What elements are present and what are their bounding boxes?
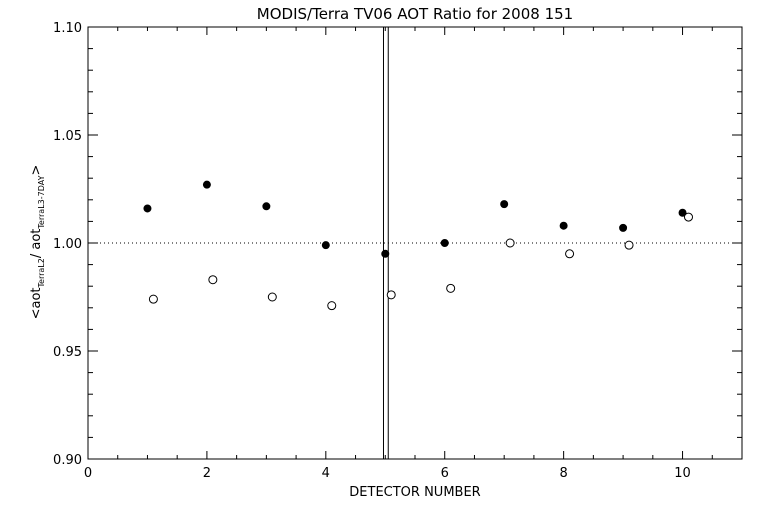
y-label-mid: / aot — [29, 229, 44, 259]
filled-data-point — [321, 241, 330, 250]
x-tick-label: 10 — [674, 466, 691, 481]
filled-data-point — [678, 208, 687, 217]
open-data-point — [327, 301, 337, 311]
filled-data-point — [559, 221, 568, 230]
filled-data-point — [143, 204, 152, 213]
x-tick-label: 4 — [322, 466, 330, 481]
x-tick-label: 8 — [559, 466, 567, 481]
y-label-sub1: TerraL2 — [37, 258, 46, 288]
open-data-point — [624, 240, 634, 250]
filled-data-point — [262, 202, 271, 211]
open-data-point — [267, 292, 277, 302]
y-tick-label: 1.00 — [53, 237, 82, 252]
open-data-point — [565, 249, 575, 259]
open-data-point — [505, 238, 515, 248]
y-label-open: <aot — [29, 287, 44, 319]
open-data-point — [446, 283, 456, 293]
filled-data-point — [619, 223, 628, 232]
filled-data-point — [202, 180, 211, 189]
y-label-close: > — [29, 165, 44, 176]
filled-data-point — [500, 200, 509, 209]
x-tick-label: 2 — [203, 466, 211, 481]
y-label-sub2: TerraL3-7DAY — [37, 175, 46, 229]
open-data-point — [683, 212, 693, 222]
filled-data-point — [440, 239, 449, 247]
chart-title: MODIS/Terra TV06 AOT Ratio for 2008 151 — [257, 5, 573, 23]
y-tick-label: 1.10 — [53, 21, 82, 36]
plot-frame — [87, 26, 743, 460]
y-tick-label: 1.05 — [53, 129, 82, 144]
x-axis-label: DETECTOR NUMBER — [349, 485, 480, 500]
plot-layer: 0 2 4 6 8 10 0.90 0.95 1.00 1.05 1.10 — [53, 21, 743, 481]
y-tick-label: 0.95 — [53, 345, 82, 360]
filled-data-point — [381, 249, 390, 258]
y-axis-label: <aotTerraL2/ aotTerraL3-7DAY> — [29, 165, 46, 320]
open-data-point — [148, 294, 158, 304]
x-tick-label: 0 — [84, 466, 92, 481]
x-tick-label: 6 — [441, 466, 449, 481]
open-data-point — [208, 275, 218, 285]
y-tick-label: 0.90 — [53, 453, 82, 468]
open-data-point — [386, 290, 396, 300]
